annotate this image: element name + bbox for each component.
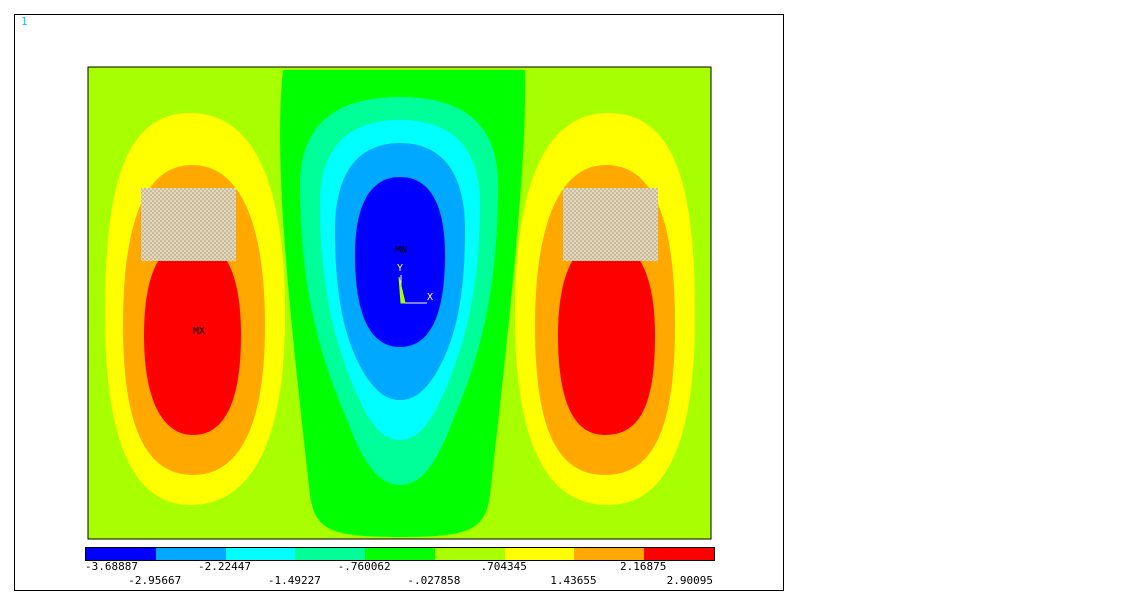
legend-value-8: 1.43655 [550,574,597,587]
center-blue [355,177,445,347]
plot-border [87,66,712,540]
legend-value-4: -1.49227 [267,574,321,587]
legend-swatch-2 [155,548,226,560]
right-lobe-red [558,240,655,435]
legend-value-5: -.760062 [337,560,391,573]
legend-value-1: -3.68887 [85,560,138,573]
legend-value-7: .704345 [480,560,527,573]
mesh-block-right [563,188,658,261]
graphics-window[interactable]: MN MX Y X 1 -3.68887 -2.95667 -2.22447 -1.4… [14,14,784,591]
axis-y-label: Y [397,263,403,274]
contour-plot[interactable]: MN MX Y X [15,15,783,590]
legend-swatch-6 [434,548,505,560]
legend-swatch-3 [225,548,296,560]
legend-value-6: -.027858 [407,574,461,587]
contour-regions [88,67,711,539]
legend-swatch-4 [295,548,366,560]
legend-swatch-1 [86,548,156,560]
window-number-label: 1 [21,15,28,28]
legend-value-3: -2.22447 [198,560,252,573]
axis-x-label: X [427,292,433,303]
legend-value-10: 2.90095 [666,574,713,587]
legend-swatch-5 [365,548,435,560]
max-label: MX [193,326,205,337]
mesh-block-left [141,188,236,261]
legend-swatch-8 [574,548,645,560]
legend-swatch-7 [504,548,575,560]
contour-legend-bar [85,547,715,561]
legend-swatch-9 [644,548,715,560]
axis-triad: Y X [397,263,433,304]
legend-value-9: 2.16875 [620,560,667,573]
legend-value-2: -2.95667 [128,574,182,587]
left-lobe-red [144,240,241,435]
min-label: MN [395,245,407,256]
